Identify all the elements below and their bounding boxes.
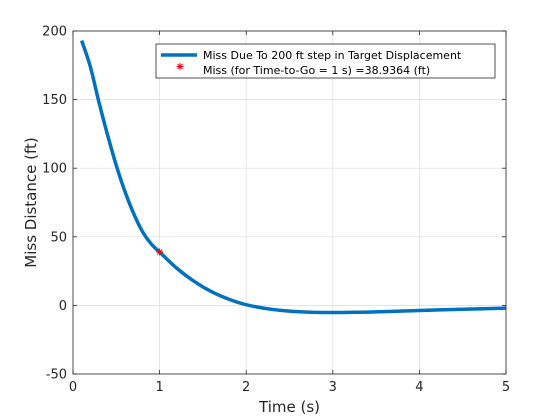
axis-ticks: [72, 30, 507, 375]
axes-box: [72, 30, 507, 375]
x-tick-label: 0: [69, 380, 77, 395]
legend-asterisk-icon: [176, 63, 184, 70]
x-tick-label: 2: [242, 380, 250, 395]
x-tick-label: 4: [415, 380, 423, 395]
y-tick-label: 150: [42, 93, 67, 108]
plot-area: [73, 31, 506, 374]
legend-entry-marker: Miss (for Time-to-Go = 1 s) =38.9364 (ft…: [203, 64, 430, 77]
series-layer: [79, 40, 507, 315]
y-axis-label: Miss Distance (ft): [22, 137, 40, 267]
y-tick-label: 100: [42, 162, 67, 177]
y-tick-label: -50: [46, 368, 67, 383]
legend-box: [155, 43, 496, 79]
x-axis-label: Time (s): [258, 398, 320, 416]
x-tick-label: 5: [502, 380, 510, 395]
x-tick-label: 1: [155, 380, 163, 395]
series-line-miss-distance: [79, 40, 507, 315]
y-tick-label: 200: [42, 25, 67, 40]
y-tick-label: 0: [59, 299, 67, 314]
x-tick-label: 3: [329, 380, 337, 395]
legend-entry-line: Miss Due To 200 ft step in Target Displa…: [203, 49, 462, 62]
legend: Miss Due To 200 ft step in Target Displa…: [155, 43, 496, 79]
miss-point-asterisk-marker: [156, 248, 164, 256]
y-tick-label: 50: [50, 230, 67, 245]
